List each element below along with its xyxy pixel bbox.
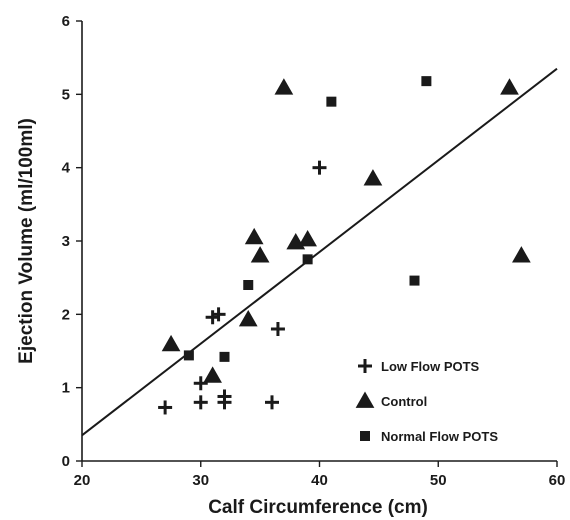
point-normal-flow-pots — [243, 280, 254, 290]
x-tick-label: 30 — [192, 472, 209, 489]
point-low-flow-pots — [265, 395, 279, 410]
y-tick-label: 3 — [62, 233, 70, 250]
x-tick-label: 40 — [311, 472, 328, 489]
regression-line-group — [81, 67, 558, 437]
point-normal-flow-pots — [421, 76, 432, 87]
point-low-flow-pots — [312, 160, 327, 175]
point-control — [238, 309, 258, 327]
y-tick-label: 6 — [62, 13, 70, 30]
y-tick-label: 2 — [62, 306, 70, 323]
x-tick-label: 50 — [430, 472, 447, 489]
point-control — [203, 366, 222, 383]
point-low-flow-pots — [193, 376, 208, 391]
point-control — [512, 246, 531, 263]
y-tick-label: 0 — [62, 453, 70, 470]
point-control — [274, 78, 294, 95]
point-control — [363, 169, 383, 186]
point-normal-flow-pots — [409, 275, 420, 286]
x-tick-label: 60 — [549, 472, 566, 489]
point-normal-flow-pots — [183, 350, 194, 361]
x-tick-label: 20 — [74, 472, 91, 489]
legend: Low Flow POTS Control Normal Flow POTS — [355, 359, 498, 444]
legend-marker-control — [355, 391, 375, 408]
legend-label-normal-flow-pots: Normal Flow POTS — [381, 429, 498, 444]
point-normal-flow-pots — [302, 254, 313, 265]
point-low-flow-pots — [270, 322, 285, 336]
y-tick-label: 5 — [62, 86, 70, 103]
legend-marker-normal-flow-pots — [360, 431, 370, 441]
legend-label-control: Control — [381, 394, 427, 409]
data-points — [158, 76, 531, 415]
point-control — [161, 334, 181, 352]
point-low-flow-pots — [211, 307, 226, 322]
point-control — [500, 78, 519, 95]
x-axis-title: Calf Circumference (cm) — [208, 497, 428, 518]
point-normal-flow-pots — [326, 96, 337, 107]
regression-line — [81, 67, 558, 437]
point-control — [244, 227, 264, 245]
legend-marker-low-flow-pots — [358, 359, 372, 373]
axes — [81, 21, 557, 462]
point-low-flow-pots — [217, 389, 232, 404]
point-control — [298, 230, 317, 247]
point-low-flow-pots — [158, 400, 173, 415]
legend-label-low-flow-pots: Low Flow POTS — [381, 359, 480, 374]
point-low-flow-pots — [193, 395, 208, 410]
point-control — [250, 246, 270, 263]
point-normal-flow-pots — [219, 351, 230, 362]
y-axis-title: Ejection Volume (ml/100ml) — [16, 118, 37, 364]
tick-marks: 20 30 40 50 60 0 1 2 3 4 5 6 — [62, 13, 566, 489]
y-tick-label: 4 — [62, 160, 71, 177]
y-tick-label: 1 — [62, 380, 70, 397]
